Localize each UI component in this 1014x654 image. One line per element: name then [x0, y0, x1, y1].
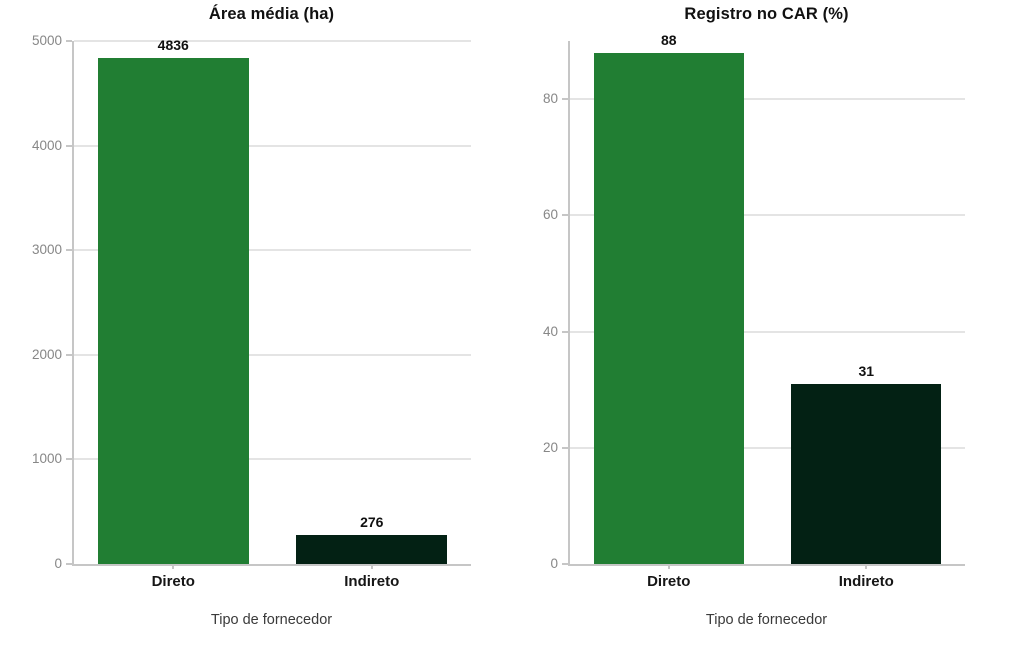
bar-indireto — [791, 383, 942, 564]
y-tick-mark — [66, 353, 72, 356]
y-tick-mark — [562, 330, 568, 333]
y-tick-mark — [66, 249, 72, 252]
y-tick-mark — [66, 40, 72, 42]
bar-value-label: 4836 — [157, 37, 189, 54]
y-tick-label: 0 — [550, 556, 558, 571]
y-tick-label: 1000 — [31, 451, 62, 467]
gridline — [570, 330, 965, 333]
y-tick-mark — [562, 446, 568, 449]
plot-area: 0 1000 2000 3000 4000 5000 4836 Direto 276 Indire… — [32, 33, 471, 590]
y-tick-mark — [66, 563, 72, 565]
y-tick-label: 2000 — [31, 346, 62, 362]
x-tick-mark — [865, 564, 868, 569]
y-tick-label: 60 — [542, 207, 558, 223]
gridline — [74, 353, 471, 356]
y-tick-label: 0 — [54, 556, 62, 571]
y-tick-label: 4000 — [31, 137, 62, 153]
x-tick-mark — [667, 564, 670, 569]
bar-value-label: 88 — [660, 31, 677, 48]
y-tick-mark — [562, 563, 568, 565]
y-tick-mark — [66, 144, 72, 147]
y-tick-mark — [562, 98, 568, 101]
x-category-label: Direto — [151, 573, 195, 590]
bar-direto — [593, 52, 744, 564]
gridline — [74, 458, 471, 461]
y-tick-label: 3000 — [31, 242, 62, 258]
plot-area: 0 20 40 60 80 88 Direto 31 Indireto — [543, 32, 965, 590]
gridline — [570, 446, 965, 449]
x-axis-label: Tipo de fornecedor — [210, 612, 333, 628]
gridline — [74, 40, 471, 42]
gridline — [570, 214, 965, 217]
y-tick-label: 80 — [542, 91, 558, 107]
bar-indireto — [296, 535, 448, 564]
bar-direto — [97, 58, 249, 564]
y-tick-mark — [66, 458, 72, 461]
gridline — [74, 144, 471, 147]
y-tick-label: 20 — [542, 439, 558, 455]
y-tick-mark — [562, 214, 568, 217]
x-axis-label: Tipo de fornecedor — [705, 612, 828, 628]
bar-value-label: 276 — [360, 514, 384, 531]
bar-value-label: 31 — [858, 362, 875, 379]
chart-registro-car: Registro no CAR (%) 0 20 40 60 80 88 Direto 31 I… — [507, 0, 1014, 654]
chart-title: Registro no CAR (%) — [684, 5, 849, 23]
x-tick-mark — [172, 564, 175, 569]
gridline — [74, 249, 471, 252]
y-tick-label: 40 — [542, 323, 558, 339]
x-category-label: Direto — [647, 573, 691, 590]
x-category-label: Indireto — [344, 573, 400, 590]
y-tick-label: 5000 — [31, 33, 62, 48]
x-tick-mark — [370, 564, 373, 569]
chart-area-media: Área média (ha) 0 1000 2000 3000 4000 5000 483… — [32, 5, 471, 628]
x-category-label: Indireto — [838, 573, 894, 590]
gridline — [570, 98, 965, 101]
chart-title: Área média (ha) — [208, 5, 335, 23]
